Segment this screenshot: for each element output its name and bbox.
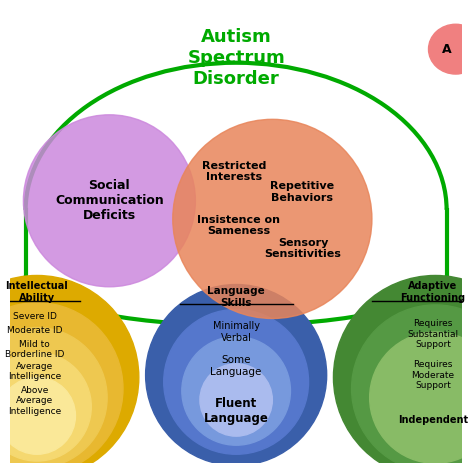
Circle shape <box>352 305 474 473</box>
Circle shape <box>173 119 372 319</box>
Text: Moderate ID: Moderate ID <box>7 326 63 335</box>
Circle shape <box>182 337 291 445</box>
Text: Some
Language: Some Language <box>210 355 262 377</box>
Text: Minimally
Verbal: Minimally Verbal <box>213 321 260 343</box>
Text: Requires
Moderate
Support: Requires Moderate Support <box>411 360 455 390</box>
Text: Severe ID: Severe ID <box>13 312 57 321</box>
Text: Fluent
Language: Fluent Language <box>204 397 269 425</box>
Circle shape <box>200 364 273 436</box>
Text: A: A <box>442 43 451 55</box>
Circle shape <box>146 284 327 465</box>
Circle shape <box>0 328 107 468</box>
Text: Above
Average
Intelligence: Above Average Intelligence <box>8 386 61 416</box>
Ellipse shape <box>428 24 474 74</box>
Text: Insistence on
Sameness: Insistence on Sameness <box>197 215 280 237</box>
Text: Social
Communication
Deficits: Social Communication Deficits <box>55 179 164 222</box>
Circle shape <box>370 332 474 463</box>
Circle shape <box>333 275 474 474</box>
Text: Adaptive
Functioning: Adaptive Functioning <box>401 282 465 303</box>
Text: Mild to
Borderline ID: Mild to Borderline ID <box>5 339 64 359</box>
Text: Average
Intelligence: Average Intelligence <box>8 362 61 381</box>
Circle shape <box>0 353 91 461</box>
Text: Sensory
Sensitivities: Sensory Sensitivities <box>264 237 342 259</box>
Text: Intellectual
Ability: Intellectual Ability <box>6 282 68 303</box>
Text: Repetitive
Behaviors: Repetitive Behaviors <box>270 181 334 202</box>
Text: Restricted
Interests: Restricted Interests <box>201 161 266 182</box>
Circle shape <box>0 377 75 454</box>
Text: Autism
Spectrum
Disorder: Autism Spectrum Disorder <box>187 28 285 88</box>
Circle shape <box>164 310 309 454</box>
Text: Language
Skills: Language Skills <box>207 286 265 308</box>
Text: Independent: Independent <box>398 415 468 425</box>
Text: Requires
Substantial
Support: Requires Substantial Support <box>408 319 459 349</box>
Circle shape <box>0 275 139 474</box>
Circle shape <box>23 115 195 287</box>
Circle shape <box>0 302 123 474</box>
